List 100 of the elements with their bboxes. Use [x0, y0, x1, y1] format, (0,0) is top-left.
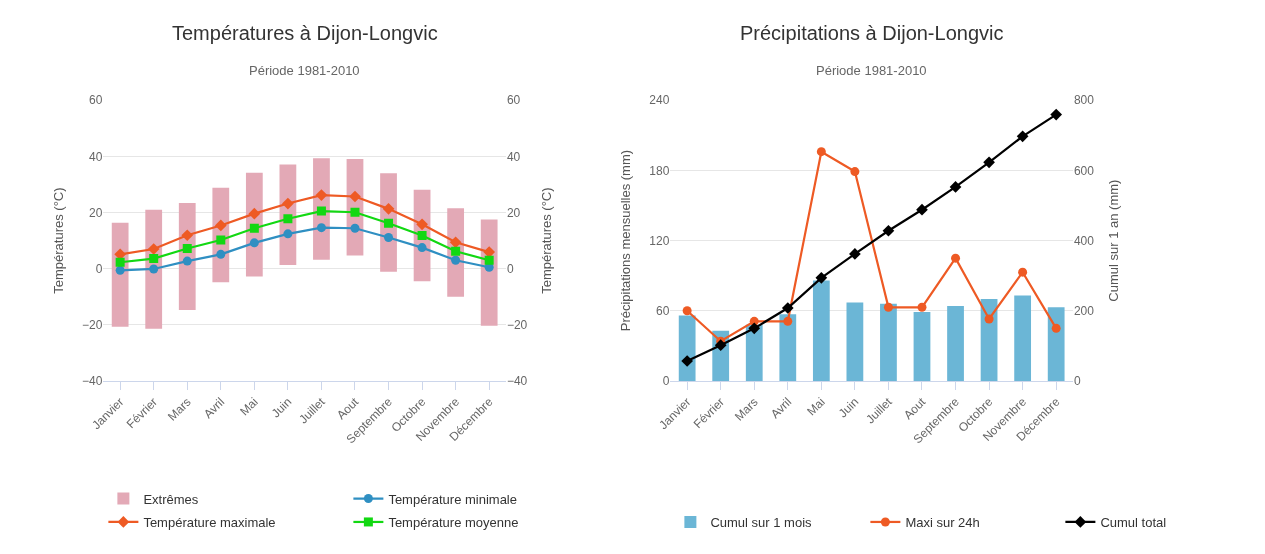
- point: [783, 316, 793, 326]
- point: [1018, 267, 1028, 277]
- x-tick-label: Mai: [804, 394, 828, 419]
- bar: [1014, 295, 1032, 381]
- y2-tick-label: −20: [506, 318, 528, 333]
- y-tick-label: −20: [82, 318, 103, 333]
- point: [417, 243, 427, 253]
- point: [182, 243, 192, 253]
- y2-tick-label: 0: [1073, 374, 1081, 389]
- y2-tick-label: 200: [1073, 304, 1095, 318]
- point: [316, 223, 326, 233]
- point: [384, 233, 394, 243]
- point: [149, 264, 159, 274]
- x-tick-label: Juin: [268, 394, 295, 421]
- bar: [745, 324, 763, 381]
- y2-tick-label: 60: [506, 93, 521, 108]
- legend-label: Température minimale: [388, 491, 517, 507]
- chart-title: Températures à Dijon-Longvic: [172, 22, 438, 44]
- point: [850, 167, 860, 177]
- y2-tick-label: 0: [506, 261, 514, 276]
- point: [983, 156, 995, 169]
- point: [349, 190, 361, 203]
- point: [248, 207, 261, 220]
- bar: [678, 315, 696, 381]
- point: [984, 314, 994, 324]
- y2-axis-title: Cumul sur 1 an (mm): [1105, 179, 1121, 302]
- legend-label: Cumul sur 1 mois: [710, 515, 813, 531]
- point: [214, 219, 227, 232]
- y-tick-label: 180: [649, 163, 670, 178]
- point: [451, 255, 461, 265]
- bar: [947, 306, 964, 381]
- y2-tick-label: 800: [1073, 93, 1095, 108]
- point: [315, 189, 328, 201]
- point: [951, 253, 961, 263]
- point: [115, 265, 125, 275]
- point: [283, 214, 293, 224]
- y-tick-label: 60: [656, 304, 670, 318]
- y2-tick-label: −40: [506, 374, 528, 389]
- bar: [980, 299, 998, 381]
- point: [949, 181, 962, 193]
- y-tick-label: 0: [95, 261, 103, 276]
- legend-label: Maxi sur 24h: [905, 515, 980, 531]
- point: [1051, 323, 1061, 333]
- point: [748, 322, 761, 335]
- y-tick-label: 120: [649, 233, 670, 248]
- point: [816, 147, 826, 157]
- point: [1016, 130, 1029, 143]
- point: [484, 255, 494, 265]
- point: [181, 229, 194, 242]
- bar: [1047, 307, 1065, 381]
- y2-tick-label: 20: [506, 205, 521, 220]
- point: [216, 235, 226, 245]
- legend-label: Température maximale: [143, 515, 276, 531]
- y2-tick-label: 40: [506, 149, 521, 164]
- point: [382, 203, 395, 215]
- point: [781, 302, 794, 314]
- point: [883, 302, 893, 312]
- point: [815, 271, 828, 284]
- x-tick-label: Juin: [835, 394, 862, 421]
- y-axis-title: Températures (°C): [50, 187, 66, 294]
- y-tick-label: 240: [649, 93, 670, 108]
- point: [249, 238, 259, 248]
- point: [451, 246, 461, 256]
- point: [882, 224, 895, 237]
- chart-subtitle: Période 1981-2010: [249, 63, 360, 78]
- legend-label: Extrêmes: [143, 491, 199, 507]
- y2-tick-label: 600: [1073, 163, 1095, 178]
- legend-label: Température moyenne: [388, 515, 519, 531]
- y-tick-label: 40: [89, 149, 103, 164]
- y2-tick-label: 400: [1073, 233, 1095, 248]
- point: [416, 218, 428, 231]
- y-tick-label: 20: [89, 205, 103, 220]
- point: [282, 197, 294, 210]
- point: [182, 256, 192, 266]
- bar: [779, 314, 797, 381]
- point: [714, 339, 727, 352]
- point: [350, 207, 360, 217]
- point: [350, 223, 360, 233]
- y-tick-label: 0: [662, 374, 670, 389]
- point: [384, 218, 394, 228]
- point: [1050, 108, 1063, 121]
- point: [149, 254, 159, 264]
- point: [249, 223, 259, 233]
- chart-title: Précipitations à Dijon-Longvic: [740, 22, 1004, 44]
- y-tick-label: 60: [89, 93, 103, 108]
- point: [682, 306, 692, 316]
- point: [916, 203, 928, 216]
- point: [849, 248, 861, 260]
- x-tick-label: Mai: [237, 394, 261, 419]
- bar: [913, 311, 931, 381]
- point: [316, 206, 326, 216]
- bar: [812, 280, 830, 381]
- bar: [880, 303, 897, 381]
- chart-subtitle: Période 1981-2010: [816, 63, 927, 78]
- point: [283, 229, 293, 239]
- point: [147, 243, 160, 255]
- y-axis-title: Précipitations mensuelles (mm): [618, 149, 634, 332]
- point: [681, 355, 693, 367]
- bar: [846, 302, 864, 381]
- legend-label: Cumul total: [1100, 515, 1167, 531]
